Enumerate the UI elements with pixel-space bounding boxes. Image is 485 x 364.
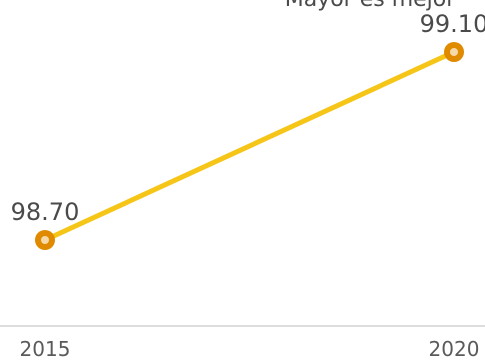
x-tick-label-2015: 2015 xyxy=(20,337,71,360)
x-tick-label-2020: 2020 xyxy=(429,337,480,360)
data-point-2015 xyxy=(35,230,55,250)
data-label-2015: 98.70 xyxy=(11,198,80,226)
data-label-2020: 99.10 xyxy=(420,10,485,38)
x-ticks-layer: 2015 2020 xyxy=(20,337,480,361)
data-labels-layer: 98.70 99.10 xyxy=(11,10,485,226)
note-label: Mayor es mejor xyxy=(285,0,457,12)
series-layer xyxy=(35,42,464,250)
data-point-2020 xyxy=(444,42,464,62)
point-marker-center xyxy=(450,48,458,56)
point-marker-center xyxy=(41,236,49,244)
series-line xyxy=(42,49,457,243)
